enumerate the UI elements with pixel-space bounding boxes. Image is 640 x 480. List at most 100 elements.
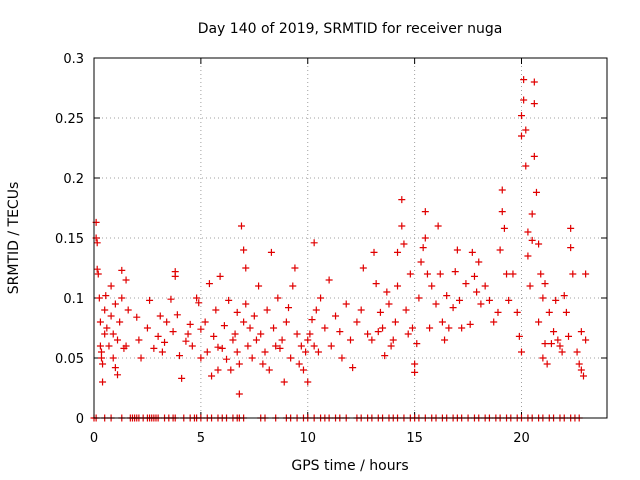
data-point <box>569 270 577 278</box>
data-point <box>146 296 154 304</box>
data-point <box>468 248 476 256</box>
data-point <box>481 282 489 290</box>
data-point <box>545 308 553 316</box>
data-point <box>210 332 218 340</box>
data-point <box>374 328 382 336</box>
data-point <box>453 246 461 254</box>
data-point <box>229 336 237 344</box>
data-point <box>518 348 525 356</box>
data-point <box>109 354 117 362</box>
data-point <box>223 355 231 363</box>
data-point <box>530 100 538 108</box>
data-point <box>244 342 252 350</box>
x-tick-label: 15 <box>406 431 423 446</box>
data-point <box>556 342 564 350</box>
data-point <box>250 312 258 320</box>
data-point <box>93 265 101 273</box>
data-point <box>214 343 222 351</box>
data-point <box>122 276 130 284</box>
data-point <box>265 366 273 374</box>
data-point <box>176 352 183 360</box>
data-point <box>137 354 145 362</box>
data-points <box>90 76 590 422</box>
data-point <box>124 306 132 314</box>
data-point <box>304 336 312 344</box>
data-point <box>302 348 310 356</box>
data-point <box>490 318 498 326</box>
data-point <box>272 342 280 350</box>
data-point <box>297 342 305 350</box>
data-point <box>201 318 209 326</box>
data-point <box>259 360 267 368</box>
data-point <box>312 306 320 314</box>
data-point <box>530 152 538 160</box>
data-point <box>291 264 299 272</box>
data-point <box>242 300 250 308</box>
data-point <box>231 330 239 338</box>
data-point <box>494 308 502 316</box>
data-point <box>97 348 105 356</box>
data-point <box>456 296 464 304</box>
data-point <box>114 336 122 344</box>
data-point <box>263 306 271 314</box>
data-point <box>520 96 528 104</box>
data-point <box>513 308 521 316</box>
data-point <box>118 266 126 274</box>
data-point <box>184 330 192 338</box>
data-point <box>173 311 181 319</box>
data-point <box>233 308 241 316</box>
data-point <box>466 320 474 328</box>
data-point <box>102 292 110 300</box>
data-point <box>577 366 585 374</box>
data-point <box>524 252 532 260</box>
data-point <box>242 264 250 272</box>
data-point <box>270 324 278 332</box>
data-point <box>225 296 233 304</box>
data-point <box>575 360 583 368</box>
grid <box>94 58 607 418</box>
data-point <box>321 324 329 332</box>
data-point <box>383 288 391 296</box>
data-point <box>372 280 380 288</box>
data-point <box>518 112 525 120</box>
data-point <box>443 292 451 300</box>
data-point <box>477 300 485 308</box>
data-point <box>235 390 243 398</box>
data-point <box>394 248 402 256</box>
data-point <box>381 352 389 360</box>
data-point <box>400 240 408 248</box>
data-point <box>505 296 513 304</box>
data-point <box>214 366 222 374</box>
data-point <box>237 222 245 230</box>
data-point <box>496 246 504 254</box>
data-point <box>462 280 470 288</box>
y-tick-label: 0.3 <box>63 52 84 67</box>
data-point <box>293 330 301 338</box>
data-point <box>353 318 361 326</box>
data-point <box>379 324 387 332</box>
data-point <box>96 318 104 326</box>
data-point <box>96 342 104 350</box>
data-point <box>193 294 201 302</box>
data-point <box>385 300 393 308</box>
data-point <box>349 364 357 372</box>
data-point <box>111 364 119 372</box>
data-point <box>171 272 179 280</box>
data-point <box>285 304 293 312</box>
data-point <box>94 270 102 278</box>
data-point <box>470 272 478 280</box>
x-axis-label: GPS time / hours <box>291 458 408 474</box>
data-point <box>182 337 190 345</box>
data-point <box>347 336 354 344</box>
data-point <box>156 312 164 320</box>
data-point <box>423 270 431 278</box>
data-point <box>528 210 536 218</box>
data-point <box>552 296 560 304</box>
x-tick-label: 0 <box>90 431 98 446</box>
data-point <box>161 338 169 346</box>
data-point <box>550 328 558 336</box>
data-point <box>169 328 177 336</box>
data-point <box>520 76 528 84</box>
data-point <box>107 282 115 290</box>
